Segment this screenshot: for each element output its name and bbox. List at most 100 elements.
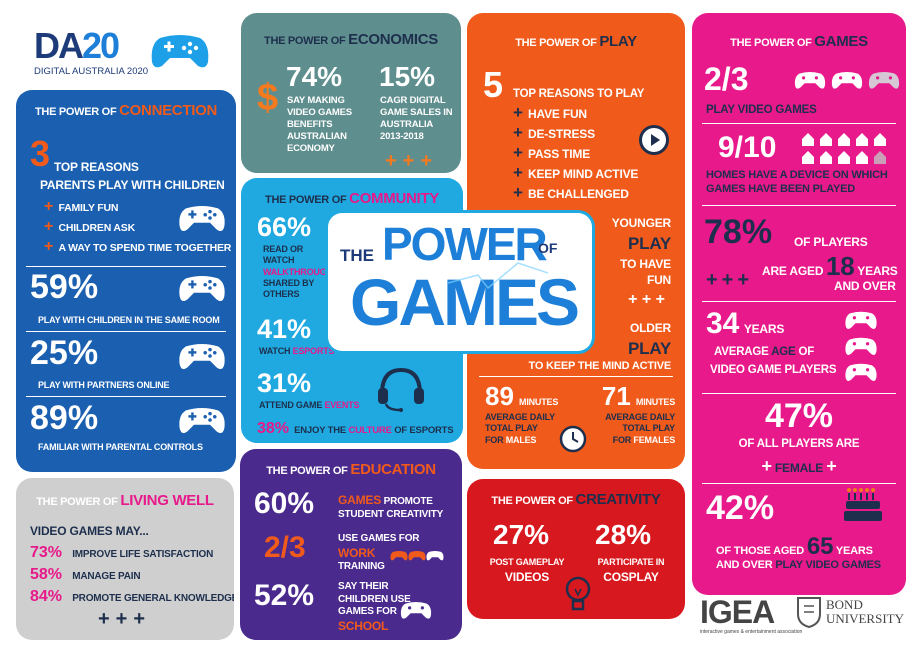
center-title: THE POWER OF GAMES <box>328 213 592 351</box>
games-text-6: OF THOSE AGED 65 YEARS <box>716 533 873 560</box>
connection-stat-1: 59% <box>30 268 99 306</box>
gamepad-icons <box>794 69 900 95</box>
list-item: 73% IMPROVE LIFE SATISFACTION <box>30 544 214 561</box>
play-younger: YOUNGER PLAY TO HAVE FUN <box>611 216 671 288</box>
play-plus: + + + <box>628 291 665 308</box>
list-item: + FAMILY FUN <box>44 198 119 215</box>
economics-plus: +++ <box>385 150 439 172</box>
games-text-3b: ARE AGED 18 YEARS <box>762 251 898 281</box>
lightbulb-icon <box>563 575 593 619</box>
center-games: GAMES <box>350 265 580 339</box>
games-stat-5: 47% <box>764 397 834 435</box>
house-icons <box>800 131 892 169</box>
economics-panel: THE POWER OF ECONOMICS $ 74% SAY MAKING … <box>241 13 461 173</box>
economics-text-2: CAGR DIGITAL GAME SALES IN AUSTRALIA 201… <box>380 95 453 142</box>
creativity-text-2: PARTICIPATE IN COSPLAY <box>597 557 665 585</box>
games-text-5a: OF ALL PLAYERS ARE <box>738 438 860 450</box>
list-item: + BE CHALLENGED <box>513 183 629 202</box>
play-button-icon <box>639 125 669 155</box>
community-text-3: ATTEND GAME EVENTS <box>259 400 360 410</box>
games-text-2: HOMES HAVE A DEVICE ON WHICH GAMES HAVE … <box>706 169 888 195</box>
logo-subtitle: DIGITAL AUSTRALIA 2020 <box>34 66 149 77</box>
education-stat-3: 52% <box>254 579 315 612</box>
connection-reasons-sub: PARENTS PLAY WITH CHILDREN <box>40 178 225 192</box>
play-big-number: 5 <box>483 64 504 105</box>
games-stat-4: 34 YEARS <box>706 307 785 340</box>
gamepad-icon <box>178 340 226 376</box>
connection-big-number: 3 <box>30 133 51 174</box>
games-text-6d: AND OVER PLAY VIDEO GAMES <box>716 559 881 571</box>
play-title: THE POWER OF PLAY <box>515 33 637 50</box>
gamepad-stack-icon <box>844 309 880 387</box>
connection-title: THE POWER OF CONNECTION <box>35 102 217 119</box>
connection-stat-3-text: FAMILIAR WITH PARENTAL CONTROLS <box>38 442 203 452</box>
list-item: 84% PROMOTE GENERAL KNOWLEDGE <box>30 588 234 605</box>
creativity-text-1: POST GAMEPLAY VIDEOS <box>489 557 565 585</box>
games-text-5b: + FEMALE + <box>761 456 837 476</box>
list-item: 58% MANAGE PAIN <box>30 566 141 583</box>
connection-panel: THE POWER OF CONNECTION 3 TOP REASONS PA… <box>16 90 236 472</box>
headset-icon <box>376 366 426 416</box>
gamepad-icon <box>178 272 226 308</box>
games-stat-6: 42% <box>706 489 775 527</box>
education-panel: THE POWER OF EDUCATION 60% GAMES PROMOTE… <box>240 449 462 640</box>
education-stat-2: 2/3 <box>264 531 306 564</box>
igea-logo: IGEA interactive games & entertainment a… <box>700 594 803 635</box>
economics-stat-1: 74% <box>286 61 343 92</box>
list-item: + DE-STRESS <box>513 123 595 142</box>
creativity-stat-1: 27% <box>493 519 550 550</box>
gamepad-logo-icon <box>150 30 210 72</box>
center-the: THE <box>340 246 374 265</box>
logo: DA20 DIGITAL AUSTRALIA 2020 <box>34 25 148 78</box>
community-stat-3: 31% <box>257 368 312 398</box>
connection-stat-1-text: PLAY WITH CHILDREN IN THE SAME ROOM <box>38 315 220 325</box>
university-text: UNIVERSITY <box>826 610 904 626</box>
living-well-panel: THE POWER OF LIVING WELL VIDEO GAMES MAY… <box>16 478 234 640</box>
economics-text-1: SAY MAKING VIDEO GAMES BENEFITS AUSTRALI… <box>287 95 352 154</box>
education-title: THE POWER OF EDUCATION <box>266 461 436 478</box>
community-stat-4: 38% ENJOY THE CULTURE OF ESPORTS <box>257 420 454 437</box>
games-title: THE POWER OF GAMES <box>730 33 868 50</box>
play-older: OLDER PLAY <box>628 321 671 358</box>
education-text-3: SAY THEIR CHILDREN USE GAMES FOR SCHOOL <box>338 581 411 633</box>
gamepad-icon <box>400 599 432 625</box>
list-item: + PASS TIME <box>513 143 591 162</box>
living-plus: +++ <box>98 608 152 630</box>
games-text-3e: AND OVER <box>834 279 896 293</box>
center-of: OF <box>538 240 558 256</box>
games-plus: +++ <box>706 269 754 291</box>
list-item: + HAVE FUN <box>513 103 587 122</box>
play-panel: THE POWER OF PLAY 5 TOP REASONS TO PLAY … <box>467 13 685 469</box>
gamepad-icon <box>178 404 226 440</box>
gamepad-icons <box>390 547 444 566</box>
games-stat-2: 9/10 <box>718 131 777 164</box>
list-item: + KEEP MIND ACTIVE <box>513 163 639 182</box>
community-stat-2: 41% <box>257 314 312 344</box>
games-panel: THE POWER OF GAMES 2/3 PLAY VIDEO GAMES … <box>692 13 906 595</box>
connection-stat-3: 89% <box>30 399 99 437</box>
play-males: 89 MINUTES AVERAGE DAILY TOTAL PLAY FOR … <box>485 381 559 445</box>
games-text-1: PLAY VIDEO GAMES <box>706 104 817 116</box>
economics-title: THE POWER OF ECONOMICS <box>264 31 438 48</box>
games-stat-3: 78% <box>704 213 773 251</box>
creativity-panel: THE POWER OF CREATIVITY 27% POST GAMEPLA… <box>467 479 685 619</box>
community-text-2: WATCH ESPORTS <box>259 346 335 356</box>
games-text-3a: OF PLAYERS <box>794 235 868 249</box>
logo-da: DA <box>34 25 84 66</box>
play-older-text: TO KEEP THE MIND ACTIVE <box>528 360 672 372</box>
creativity-stat-2: 28% <box>595 519 652 550</box>
connection-stat-2: 25% <box>30 334 99 372</box>
education-text-1: GAMES PROMOTE STUDENT CREATIVITY <box>338 493 444 520</box>
education-text-2: USE GAMES FOR WORK TRAINING <box>338 533 420 572</box>
living-well-title: THE POWER OF LIVING WELL <box>36 492 214 509</box>
list-item: + A WAY TO SPEND TIME TOGETHER <box>44 238 232 255</box>
gamepad-icon <box>178 202 226 238</box>
games-text-4e: VIDEO GAME PLAYERS <box>710 364 837 376</box>
connection-stat-2-text: PLAY WITH PARTNERS ONLINE <box>38 380 170 390</box>
connection-reasons-title: TOP REASONS <box>54 160 139 174</box>
bond-text: BOND <box>826 597 863 612</box>
games-stat-1: 2/3 <box>704 61 749 97</box>
center-power: POWER <box>382 218 548 270</box>
play-reasons-title: TOP REASONS TO PLAY <box>513 88 645 100</box>
community-stat-1: 66% <box>257 212 312 242</box>
